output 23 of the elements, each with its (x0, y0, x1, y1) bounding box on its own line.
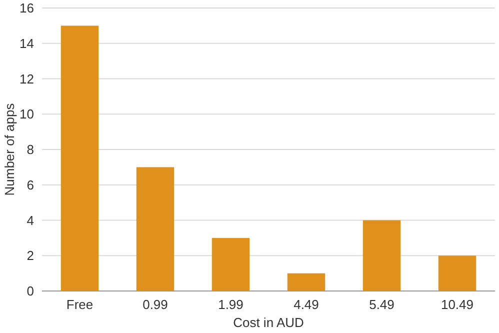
x-tick-label: Free (66, 297, 94, 312)
bar (136, 167, 174, 291)
y-tick-label: 8 (26, 142, 34, 158)
y-tick-label: 16 (20, 0, 34, 16)
x-tick-label: 4.49 (294, 297, 319, 312)
y-tick-label: 14 (20, 36, 34, 51)
y-tick-label: 2 (26, 248, 34, 264)
bar (438, 256, 476, 291)
bar (362, 220, 401, 291)
x-tick-label: 10.49 (440, 297, 474, 312)
x-tick-label: 1.99 (218, 297, 244, 312)
y-tick-label: 10 (20, 106, 34, 122)
bar (60, 26, 99, 291)
x-tick-label: 5.49 (369, 297, 394, 312)
y-tick-label: 0 (26, 284, 34, 299)
y-tick-label: 12 (20, 71, 34, 86)
y-tick-label: 6 (26, 177, 34, 192)
bar (287, 273, 326, 291)
x-tick-label: 0.99 (142, 297, 168, 312)
bar (212, 238, 250, 291)
x-axis-title: Cost in AUD (233, 315, 304, 330)
y-tick-label: 4 (26, 212, 34, 228)
y-axis-title: Number of apps (2, 102, 17, 196)
